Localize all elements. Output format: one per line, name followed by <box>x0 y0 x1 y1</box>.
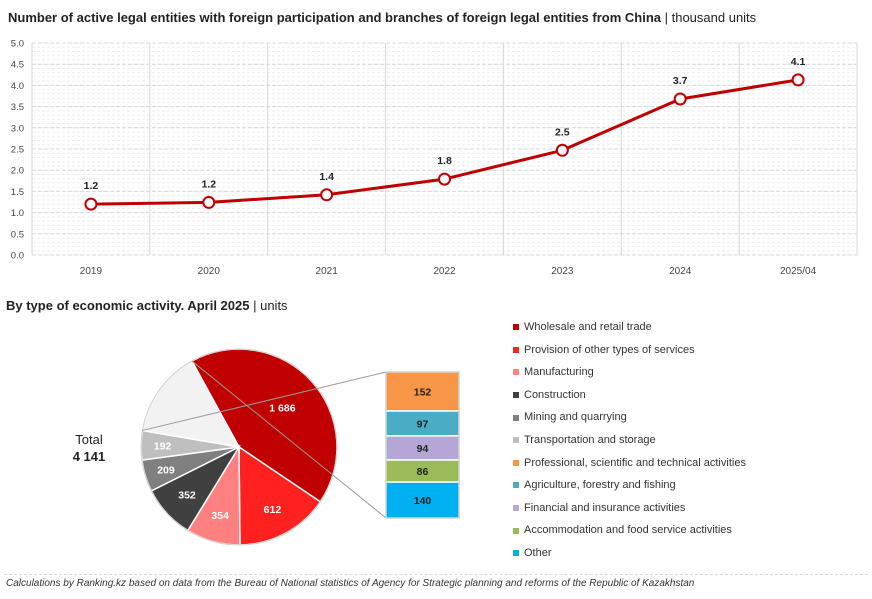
legend-item: Agriculture, forestry and fishing <box>513 474 746 497</box>
y-tick-label: 0.0 <box>11 251 24 262</box>
pie-chart-title: By type of economic activity. April 2025… <box>6 298 288 313</box>
pie-total: Total 4 141 <box>58 431 120 465</box>
data-point <box>791 73 805 87</box>
data-label: 3.7 <box>673 75 688 87</box>
legend-label: Agriculture, forestry and fishing <box>524 479 676 492</box>
legend-item: Professional, scientific and technical a… <box>513 452 746 475</box>
y-tick-label: 1.0 <box>11 208 24 219</box>
breakdown-connector <box>191 360 387 519</box>
data-point <box>84 197 98 211</box>
pie-slice-label: 1 686 <box>269 402 295 414</box>
data-label: 4.1 <box>791 56 806 68</box>
y-tick-label: 3.5 <box>11 102 24 113</box>
y-tick-label: 0.5 <box>11 229 24 240</box>
pie-slice-label: 192 <box>154 441 172 453</box>
legend-swatch <box>513 346 519 353</box>
legend-swatch <box>513 324 519 331</box>
legend-label: Construction <box>524 388 586 401</box>
source-footnote: Calculations by Ranking.kz based on data… <box>6 578 695 589</box>
y-tick-label: 5.0 <box>11 39 24 50</box>
legend-swatch <box>513 392 519 399</box>
legend-label: Provision of other types of services <box>524 343 695 356</box>
legend-swatch <box>513 414 519 421</box>
legend-swatch <box>513 369 519 376</box>
legend-label: Other <box>524 546 552 559</box>
breakdown-label: 140 <box>414 495 432 507</box>
pie-slice-label: 209 <box>157 465 175 477</box>
legend-label: Mining and quarrying <box>524 411 627 424</box>
legend-label: Financial and insurance activities <box>524 501 686 514</box>
pie-chart-title-main: By type of economic activity. April 2025 <box>6 298 250 313</box>
y-tick-label: 4.5 <box>11 60 24 71</box>
x-tick-label: 2025/04 <box>780 266 817 277</box>
legend-item: Accommodation and food service activitie… <box>513 519 746 542</box>
data-point <box>438 172 451 186</box>
x-tick-label: 2019 <box>80 266 103 277</box>
legend-swatch <box>513 527 519 534</box>
legend-swatch <box>513 437 519 444</box>
line-chart-title-unit: thousand units <box>671 10 757 25</box>
y-tick-label: 2.5 <box>11 145 24 156</box>
pie-legend: Wholesale and retail trade Provision of o… <box>513 316 746 565</box>
legend-item: Transportation and storage <box>513 429 746 452</box>
breakdown-label: 86 <box>417 466 429 478</box>
x-tick-label: 2023 <box>551 266 574 277</box>
line-chart-title-sep: | <box>661 10 672 25</box>
x-tick-label: 2022 <box>433 266 456 277</box>
pie-chart: 1 686 612 354 352 209 192 152 97 94 86 140 <box>140 348 460 546</box>
y-tick-label: 4.0 <box>11 81 24 92</box>
line-chart-title-main: Number of active legal entities with for… <box>8 10 661 25</box>
data-point <box>555 143 569 157</box>
breakdown-segment <box>385 435 460 461</box>
legend-item: Mining and quarrying <box>513 406 746 429</box>
y-tick-label: 1.5 <box>11 187 24 198</box>
legend-label: Transportation and storage <box>524 433 656 446</box>
data-point <box>202 195 216 209</box>
legend-label: Wholesale and retail trade <box>524 321 652 333</box>
data-label: 2.5 <box>555 126 570 138</box>
legend-label: Professional, scientific and technical a… <box>524 456 746 469</box>
breakdown-outline <box>385 371 460 519</box>
pie-outline <box>140 348 338 546</box>
legend-item: Financial and insurance activities <box>513 497 746 520</box>
x-tick-label: 2020 <box>198 266 221 277</box>
pie-slice-label: 352 <box>178 490 196 502</box>
breakdown-segment <box>385 410 460 437</box>
pie-chart-title-sep: | <box>249 298 261 313</box>
pie-slice-label: 354 <box>211 510 229 522</box>
data-point <box>320 188 334 202</box>
data-label: 1.8 <box>437 155 452 167</box>
data-label: 1.2 <box>84 180 99 192</box>
legend-item: Wholesale and retail trade <box>513 316 746 339</box>
data-label: 1.4 <box>319 171 334 183</box>
legend-label: Accommodation and food service activitie… <box>524 524 732 537</box>
line-chart-title: Number of active legal entities with for… <box>8 10 756 25</box>
data-point <box>673 92 687 106</box>
legend-swatch <box>513 482 519 489</box>
pie-total-label: Total <box>75 432 103 447</box>
legend-swatch <box>513 550 519 557</box>
pie-chart-title-unit: units <box>260 298 288 313</box>
pie-total-value: 4 141 <box>72 449 106 464</box>
x-tick-label: 2021 <box>316 266 339 277</box>
data-label: 1.2 <box>201 178 216 190</box>
breakdown-label: 152 <box>414 387 432 399</box>
breakdown-label: 94 <box>417 443 429 455</box>
y-tick-label: 2.0 <box>11 166 24 177</box>
legend-swatch <box>513 505 519 512</box>
breakdown-connector <box>142 371 387 431</box>
legend-label: Manufacturing <box>524 366 594 379</box>
line-chart: 0.0 0.5 1.0 1.5 2.0 2.5 3.0 3.5 4.0 4.5 5.0 2019 202… <box>11 39 858 277</box>
x-tick-label: 2024 <box>669 266 692 277</box>
legend-item: Manufacturing <box>513 361 746 384</box>
footer-divider <box>4 574 868 575</box>
y-tick-label: 3.0 <box>11 123 24 134</box>
breakdown-label: 97 <box>417 418 429 430</box>
pie-slice-label: 612 <box>264 504 282 516</box>
legend-swatch <box>513 459 519 466</box>
legend-item: Construction <box>513 384 746 407</box>
legend-item: Provision of other types of services <box>513 339 746 362</box>
legend-item: Other <box>513 542 746 565</box>
